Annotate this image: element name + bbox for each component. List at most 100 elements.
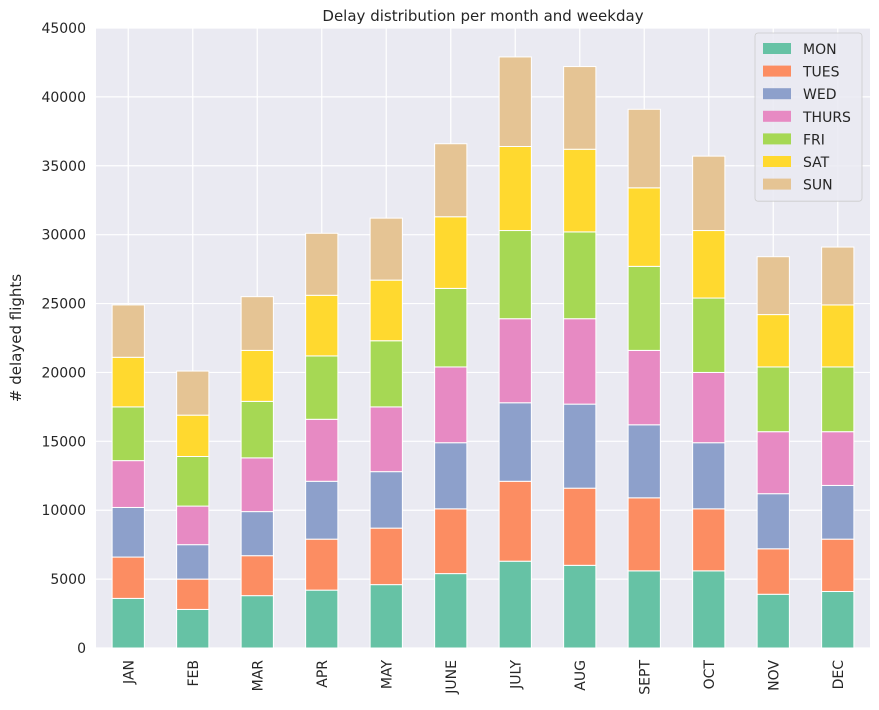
y-tick-label: 40000: [41, 90, 86, 106]
bar-segment-sun-jan: [111, 304, 145, 358]
bar-segment-mon-june: [434, 573, 468, 649]
x-tick-label: JUNE: [444, 660, 460, 695]
bar-segment-sat-july: [498, 145, 532, 232]
bar-segment-mon-aug: [563, 564, 597, 649]
bar-segment-tues-oct: [692, 508, 726, 572]
bar-segment-mon-jan: [111, 597, 145, 649]
bar-segment-thurs-may: [369, 406, 403, 473]
x-tick-label: FEB: [186, 660, 202, 687]
bar-segment-fri-apr: [305, 355, 339, 420]
legend-label-mon: MON: [803, 42, 837, 58]
bar-segment-sat-nov: [756, 314, 790, 368]
bar-segment-wed-may: [369, 471, 403, 529]
bar-segment-thurs-jan: [111, 460, 145, 508]
y-tick-label: 45000: [41, 21, 86, 37]
bar-segment-fri-oct: [692, 297, 726, 373]
bar-segment-mon-dec: [821, 591, 855, 649]
bar-segment-mon-july: [498, 560, 532, 649]
y-tick-label: 15000: [41, 434, 86, 450]
x-tick-label: JAN: [121, 660, 137, 685]
bar-segment-sat-aug: [563, 148, 597, 233]
bar-segment-sat-apr: [305, 294, 339, 357]
bar-segment-mon-oct: [692, 570, 726, 649]
bar-segment-mon-nov: [756, 593, 790, 649]
bar-segment-sat-mar: [240, 349, 274, 402]
bar-segment-mon-feb: [176, 608, 210, 649]
bar-segment-fri-sept: [627, 265, 661, 351]
x-tick-labels: JAN FEB MAR APR MAY JUNE JULY AUG SEPT OCT NOV DEC: [121, 660, 847, 695]
bar-segment-thurs-mar: [240, 457, 274, 513]
x-tick-label: SEPT: [637, 660, 653, 695]
bar-segment-wed-june: [434, 442, 468, 510]
plot-background: [96, 28, 870, 648]
bar-segment-fri-june: [434, 287, 468, 368]
y-tick-labels: 0 5000 10000 15000 20000 25000 30000 35000 40000…: [41, 21, 86, 657]
y-tick-label: 25000: [41, 297, 86, 313]
bar-segment-sun-sept: [627, 108, 661, 189]
bar-segment-thurs-oct: [692, 371, 726, 444]
legend-swatch-sun: [763, 178, 791, 190]
bar-segment-sun-feb: [176, 370, 210, 416]
bar-segment-thurs-sept: [627, 349, 661, 426]
legend-swatch-thurs: [763, 110, 791, 122]
bar-segment-fri-mar: [240, 400, 274, 459]
bar-segment-sat-dec: [821, 304, 855, 368]
bar-segment-sat-jan: [111, 356, 145, 408]
bar-segment-wed-oct: [692, 442, 726, 510]
bar-segment-wed-apr: [305, 480, 339, 540]
legend-swatch-mon: [763, 43, 791, 54]
bar-segment-mon-may: [369, 584, 403, 649]
bar-segment-mon-mar: [240, 595, 274, 649]
bar-segment-tues-jan: [111, 556, 145, 599]
legend-label-fri: FRI: [803, 132, 825, 148]
bar-segment-fri-dec: [821, 366, 855, 433]
bar-segment-wed-dec: [821, 484, 855, 540]
bars: [111, 56, 855, 649]
bar-segment-thurs-july: [498, 318, 532, 404]
y-tick-label: 0: [77, 641, 86, 657]
bar-segment-thurs-nov: [756, 431, 790, 495]
bar-segment-sun-oct: [692, 155, 726, 232]
bar-segment-wed-aug: [563, 403, 597, 489]
bar-segment-tues-nov: [756, 548, 790, 595]
x-tick-label: NOV: [766, 660, 782, 691]
bar-segment-tues-feb: [176, 578, 210, 610]
bar-segment-fri-july: [498, 230, 532, 320]
legend-label-tues: TUES: [802, 65, 840, 81]
bar-segment-sun-aug: [563, 66, 597, 150]
legend-swatch-tues: [763, 65, 791, 77]
legend-label-sat: SAT: [803, 155, 830, 171]
x-tick-label: AUG: [573, 660, 589, 691]
bar-segment-sat-feb: [176, 414, 210, 457]
legend-swatch-fri: [763, 133, 791, 145]
legend-label-wed: WED: [803, 87, 836, 103]
legend-label-thurs: THURS: [802, 110, 851, 126]
bar-segment-sat-may: [369, 279, 403, 342]
bar-segment-sun-june: [434, 143, 468, 218]
bar-segment-tues-june: [434, 508, 468, 575]
bar-segment-sun-nov: [756, 256, 790, 316]
bar-segment-sat-sept: [627, 187, 661, 267]
bar-segment-mon-apr: [305, 589, 339, 649]
x-tick-label: OCT: [702, 660, 718, 690]
bar-segment-sun-mar: [240, 296, 274, 351]
y-tick-label: 30000: [41, 228, 86, 244]
y-tick-label: 35000: [41, 159, 86, 175]
bar-segment-fri-aug: [563, 231, 597, 320]
bar-segment-wed-feb: [176, 544, 210, 580]
y-tick-label: 10000: [41, 503, 86, 519]
bar-segment-thurs-feb: [176, 505, 210, 546]
x-tick-label: JULY: [508, 660, 524, 690]
bar-segment-thurs-dec: [821, 431, 855, 486]
bar-segment-wed-mar: [240, 511, 274, 557]
bar-segment-fri-jan: [111, 406, 145, 462]
bar-segment-tues-sept: [627, 497, 661, 572]
x-tick-label: MAR: [250, 660, 266, 692]
legend-swatch-wed: [763, 88, 791, 100]
bar-segment-sun-dec: [821, 246, 855, 306]
bar-segment-sat-oct: [692, 230, 726, 299]
y-tick-label: 20000: [41, 365, 86, 381]
bar-segment-wed-sept: [627, 424, 661, 499]
chart-title: Delay distribution per month and weekday: [322, 7, 643, 25]
